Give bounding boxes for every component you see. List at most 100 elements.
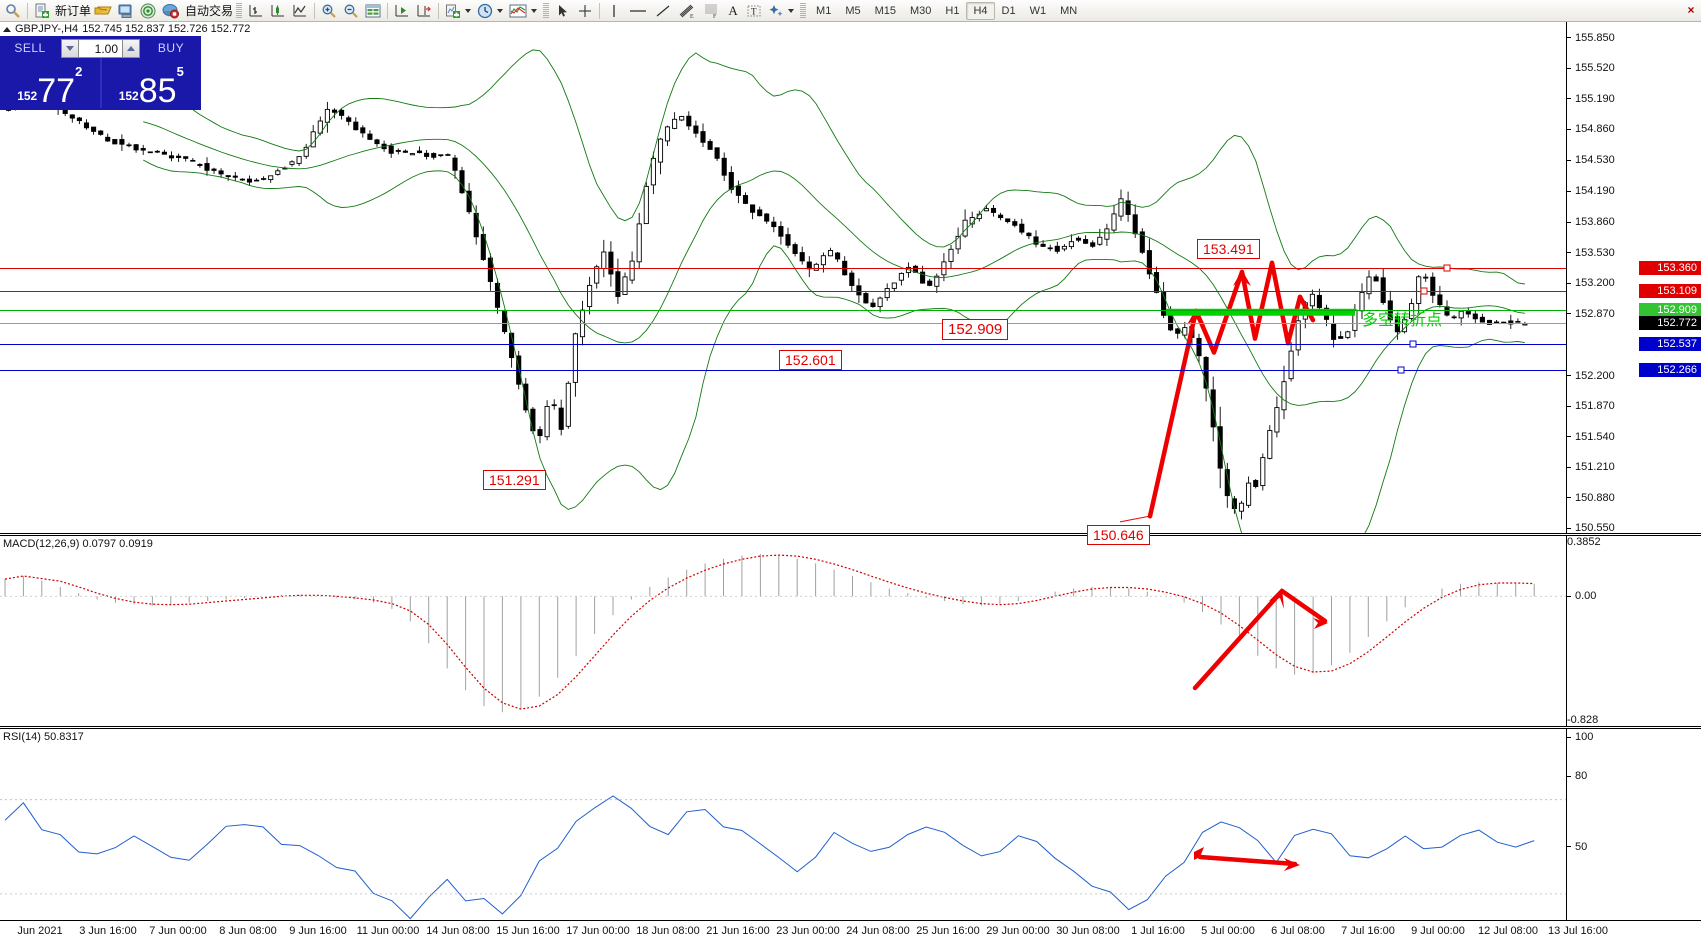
symbol-ohlc: 152.745 152.837 152.726 152.772 (82, 23, 251, 35)
crosshair-icon[interactable] (574, 1, 596, 21)
templates-dropdown-icon[interactable] (531, 8, 538, 13)
volume-stepper[interactable]: 1.00 (61, 38, 140, 58)
price-level-label-support-green[interactable]: 152.909 (1639, 302, 1701, 317)
timeframe-h1[interactable]: H1 (945, 4, 960, 17)
time-tick: 24 Jun 08:00 (846, 925, 910, 937)
bar-chart-icon[interactable] (245, 1, 267, 21)
line-chart-icon[interactable] (289, 1, 311, 21)
sell-button[interactable]: 152 77 2 (0, 58, 102, 108)
svg-text:T: T (751, 6, 757, 16)
price-level-handle[interactable] (1397, 366, 1405, 374)
text-icon[interactable]: A (723, 1, 743, 21)
price-axis[interactable]: 155.850 155.520 155.190 154.860 154.530 154.1… (1566, 22, 1701, 533)
price-level-line-support-blue-2[interactable] (0, 369, 1566, 371)
horizontal-line-icon[interactable] (625, 1, 651, 21)
close-icon[interactable]: × (1687, 3, 1695, 17)
toolbar-separator (27, 2, 28, 19)
macd-series (0, 554, 1566, 713)
one-click-trading-panel[interactable]: SELL 1.00 BUY 152 77 2 152 85 5 (0, 36, 201, 110)
price-level-handle[interactable] (1420, 287, 1428, 295)
timeframe-m5[interactable]: M5 (845, 4, 861, 17)
zoom-out-icon[interactable] (340, 1, 362, 21)
new-order-icon[interactable] (31, 1, 53, 21)
timeframe-m15[interactable]: M15 (874, 4, 896, 17)
toolbar-grip-2[interactable] (543, 2, 550, 19)
tag-151291[interactable]: 151.291 (483, 470, 546, 490)
zoom-in-icon[interactable] (318, 1, 340, 21)
timeframe-mn[interactable]: MN (1060, 4, 1078, 17)
timeframe-m1[interactable]: M1 (816, 4, 832, 17)
text-label-icon[interactable]: T (743, 1, 765, 21)
buy-label[interactable]: BUY (157, 41, 185, 55)
price-level-label-resistance-2[interactable]: 153.109 (1639, 284, 1701, 299)
macd-pane[interactable]: MACD(12,26,9) 0.0797 0.0919 0.3852 0.00 -0… (0, 535, 1701, 727)
time-tick: 30 Jun 08:00 (1056, 925, 1120, 937)
macd-plot[interactable] (0, 536, 1566, 726)
rsi-tick: 80 (1567, 770, 1587, 782)
rsi-pane[interactable]: RSI(14) 50.8317 100805015 (0, 728, 1701, 942)
price-level-label-current-price[interactable]: 152.772 (1639, 315, 1701, 330)
data-window-icon[interactable] (362, 1, 384, 21)
toolbar-grip-3[interactable] (800, 2, 807, 19)
rsi-plot[interactable] (0, 729, 1566, 941)
symbol-header: GBPJPY-,H4 152.745 152.837 152.726 152.7… (3, 23, 250, 35)
price-level-label-support-blue-1[interactable]: 152.537 (1639, 337, 1701, 352)
price-tick: 154.190 (1567, 185, 1615, 197)
price-level-line-current-price[interactable] (0, 322, 1566, 324)
signals-icon[interactable] (137, 1, 159, 21)
volume-decrease-button[interactable] (61, 38, 79, 58)
shapes-icon[interactable] (765, 1, 787, 21)
timeframe-m30[interactable]: M30 (910, 4, 932, 17)
tag-150646[interactable]: 150.646 (1087, 525, 1150, 545)
collapse-triangle-icon[interactable] (3, 26, 11, 32)
time-axis[interactable]: Jun 2021 3 Jun 16:00 7 Jun 00:00 8 Jun 08:0… (0, 920, 1701, 942)
price-level-line-resistance-1[interactable] (0, 268, 1566, 270)
trendline-icon[interactable] (651, 1, 675, 21)
cursor-icon[interactable] (552, 1, 574, 21)
volume-increase-button[interactable] (122, 38, 140, 58)
timeframe-w1[interactable]: W1 (1029, 4, 1047, 17)
tag-152909[interactable]: 152.909 (942, 319, 1009, 340)
note-turning-point[interactable]: 多空转折点 (1362, 312, 1443, 329)
toolbar-grip[interactable] (236, 2, 243, 19)
volume-input[interactable]: 1.00 (79, 38, 122, 58)
sell-label[interactable]: SELL (14, 41, 46, 55)
periods-icon[interactable] (474, 1, 496, 21)
shapes-dropdown-icon[interactable] (788, 8, 795, 13)
timeframe-d1[interactable]: D1 (1001, 4, 1016, 17)
price-level-line-support-blue-1[interactable] (0, 344, 1566, 346)
tag-153491[interactable]: 153.491 (1197, 239, 1260, 259)
metaeditor-icon[interactable] (115, 1, 137, 21)
price-tick: 153.860 (1567, 216, 1615, 228)
magnifier-tool-icon[interactable] (2, 1, 24, 21)
autotrading-icon[interactable] (159, 1, 183, 21)
tag-152601[interactable]: 152.601 (779, 350, 842, 370)
candlestick-chart-icon[interactable] (267, 1, 289, 21)
price-plot[interactable] (0, 22, 1566, 533)
auto-scroll-icon[interactable] (391, 1, 413, 21)
indicators-icon[interactable] (442, 1, 464, 21)
oct-header: SELL 1.00 BUY (0, 36, 201, 58)
folder-icon[interactable] (91, 1, 115, 21)
price-level-label-resistance-1[interactable]: 153.360 (1639, 261, 1701, 276)
equidistant-channel-icon[interactable]: E (675, 1, 699, 21)
price-pane[interactable]: 155.850 155.520 155.190 154.860 154.530 154.1… (0, 22, 1701, 534)
macd-axis[interactable]: 0.3852 0.00 -0.828 (1566, 536, 1701, 726)
price-level-handle[interactable] (1443, 264, 1451, 272)
price-level-label-support-blue-2[interactable]: 152.266 (1639, 362, 1701, 377)
price-level-handle[interactable] (1409, 340, 1417, 348)
chart-area[interactable]: 155.850 155.520 155.190 154.860 154.530 154.1… (0, 22, 1701, 942)
timeframe-h4[interactable]: H4 (966, 1, 995, 20)
price-level-line-support-green[interactable] (0, 309, 1566, 311)
chart-shift-icon[interactable] (413, 1, 435, 21)
indicators-dropdown-icon[interactable] (465, 8, 472, 13)
price-level-line-resistance-2[interactable] (0, 291, 1566, 293)
macd-label: MACD(12,26,9) 0.0797 0.0919 (3, 538, 153, 550)
templates-icon[interactable] (506, 1, 530, 21)
vertical-line-icon[interactable] (603, 1, 625, 21)
fibonacci-icon[interactable]: F (699, 1, 723, 21)
periods-dropdown-icon[interactable] (497, 8, 504, 13)
buy-button[interactable]: 152 85 5 (102, 58, 202, 108)
rsi-axis[interactable]: 100805015 (1566, 729, 1701, 941)
sell-price-big: 77 (37, 72, 76, 110)
